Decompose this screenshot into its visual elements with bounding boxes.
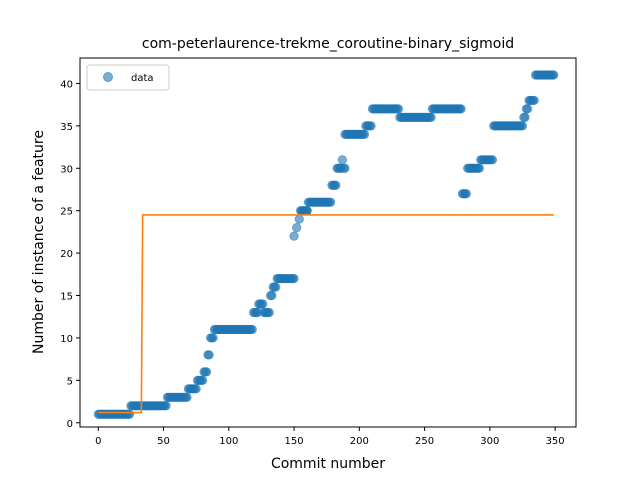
data-point (208, 333, 218, 343)
data-point (393, 104, 404, 114)
y-axis: 0 5 10 15 20 25 30 35 40 (60, 79, 80, 430)
data-point (474, 163, 485, 173)
data-point (487, 155, 498, 165)
x-axis: 0 50 100 150 200 250 300 350 (95, 427, 565, 447)
data-point (292, 223, 302, 233)
y-tick-label: 15 (60, 292, 73, 303)
plot-area (93, 70, 559, 419)
data-point (264, 307, 274, 318)
data-point (461, 189, 471, 199)
y-axis-label: Number of instance of a feature (31, 130, 47, 354)
y-tick-label: 0 (67, 419, 73, 430)
data-point (549, 70, 559, 80)
data-point (198, 375, 208, 385)
x-tick-label: 150 (285, 436, 304, 447)
data-point (456, 104, 466, 114)
data-point (366, 121, 376, 131)
x-tick-label: 100 (219, 436, 238, 447)
data-point (337, 155, 347, 165)
data-point (182, 392, 192, 402)
data-point (247, 324, 257, 335)
data-point (426, 112, 436, 122)
data-point (340, 163, 350, 173)
data-point (204, 350, 214, 360)
data-point (267, 290, 277, 301)
x-tick-label: 350 (546, 436, 565, 447)
data-point (191, 384, 201, 394)
data-point (517, 121, 528, 131)
y-tick-label: 35 (60, 122, 73, 133)
y-tick-label: 40 (60, 79, 73, 90)
data-point (294, 214, 304, 224)
data-point (161, 401, 171, 411)
x-tick-label: 200 (350, 436, 369, 447)
data-point (271, 282, 281, 292)
y-tick-label: 5 (67, 376, 73, 387)
data-point (326, 197, 336, 207)
data-point (289, 273, 299, 284)
data-point (125, 409, 135, 419)
data-point (258, 299, 268, 309)
data-point (202, 367, 212, 377)
legend-marker-icon (103, 72, 113, 82)
x-axis-label: Commit number (271, 456, 385, 472)
y-tick-label: 25 (60, 207, 73, 218)
x-tick-label: 300 (480, 436, 499, 447)
data-point (302, 206, 312, 216)
plot-frame (79, 57, 577, 428)
data-point (331, 180, 341, 190)
y-tick-label: 20 (60, 249, 73, 260)
data-point (520, 112, 530, 122)
legend-box (86, 64, 170, 91)
x-tick-label: 250 (415, 436, 434, 447)
y-tick-label: 30 (60, 164, 73, 175)
legend-label: data (131, 73, 154, 84)
y-tick-label: 10 (60, 334, 73, 345)
fit-line (98, 214, 554, 414)
data-point (359, 129, 370, 139)
x-tick-label: 0 (95, 436, 101, 447)
data-point (523, 104, 533, 114)
data-point (529, 95, 539, 106)
chart-title: com-peterlaurence-trekme_coroutine-binar… (142, 36, 514, 52)
x-tick-label: 50 (157, 436, 170, 447)
data-point (289, 231, 299, 241)
legend: data (86, 64, 170, 91)
